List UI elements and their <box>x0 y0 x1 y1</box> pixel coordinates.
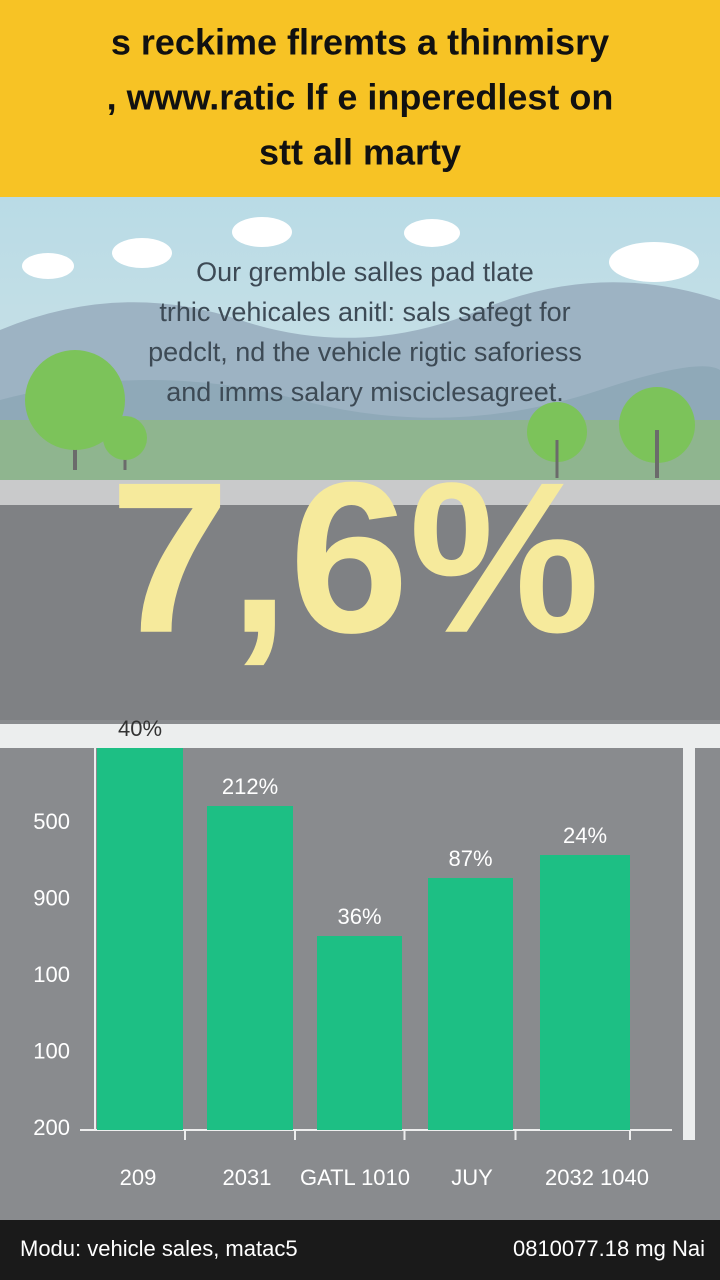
bar-label: 36% <box>337 904 381 929</box>
footer-left: Modu: vehicle sales, matac5 <box>20 1236 298 1261</box>
clouds <box>22 217 699 282</box>
bar <box>207 806 293 1130</box>
x-axis-label: 2032 1040 <box>545 1165 649 1190</box>
title-line: s reckime flremts a thinmisry <box>111 22 609 63</box>
chart-top-band <box>0 724 720 748</box>
footer-right: 0810077.18 mg Nai <box>513 1236 705 1261</box>
headline: 7,6% <box>110 437 600 678</box>
x-axis-label: GATL 1010 <box>300 1165 410 1190</box>
content: s reckime flremts a thinmisry , www.ratic… <box>20 22 705 1261</box>
y-axis-label: 100 <box>33 962 70 987</box>
bar <box>317 936 402 1130</box>
footer-bg <box>0 1220 720 1280</box>
bar <box>540 855 630 1130</box>
y-axis-label: 200 <box>33 1115 70 1140</box>
y-axis-label: 500 <box>33 809 70 834</box>
x-axis-label: JUY <box>451 1165 493 1190</box>
x-axis-label: 209 <box>120 1165 157 1190</box>
road <box>0 480 720 720</box>
intro-line: trhic vehicales anitl: sals safegt for <box>159 297 570 327</box>
bar-label: 212% <box>222 774 278 799</box>
intro-line: pedclt, nd the vehicle rigtic saforiess <box>148 337 582 367</box>
bar-label: 87% <box>448 846 492 871</box>
bar <box>428 878 513 1130</box>
trees <box>25 350 695 478</box>
intro-line: and imms salary misciclesagreet. <box>166 377 564 407</box>
title-line: , www.ratic lf e inperedlest on <box>107 77 614 118</box>
bar <box>97 748 183 1130</box>
y-axis-label: 900 <box>33 885 70 910</box>
y-axis-label: 100 <box>33 1038 70 1063</box>
intro-line: Our gremble salles pad tlate <box>196 257 534 287</box>
x-axis-label: 2031 <box>223 1165 272 1190</box>
chart-right-band <box>683 748 695 1140</box>
title-line: stt all marty <box>259 132 461 173</box>
header-bg <box>0 0 720 197</box>
bar-label: 40% <box>118 716 162 741</box>
bar-label: 24% <box>563 823 607 848</box>
road-edge <box>0 480 720 505</box>
